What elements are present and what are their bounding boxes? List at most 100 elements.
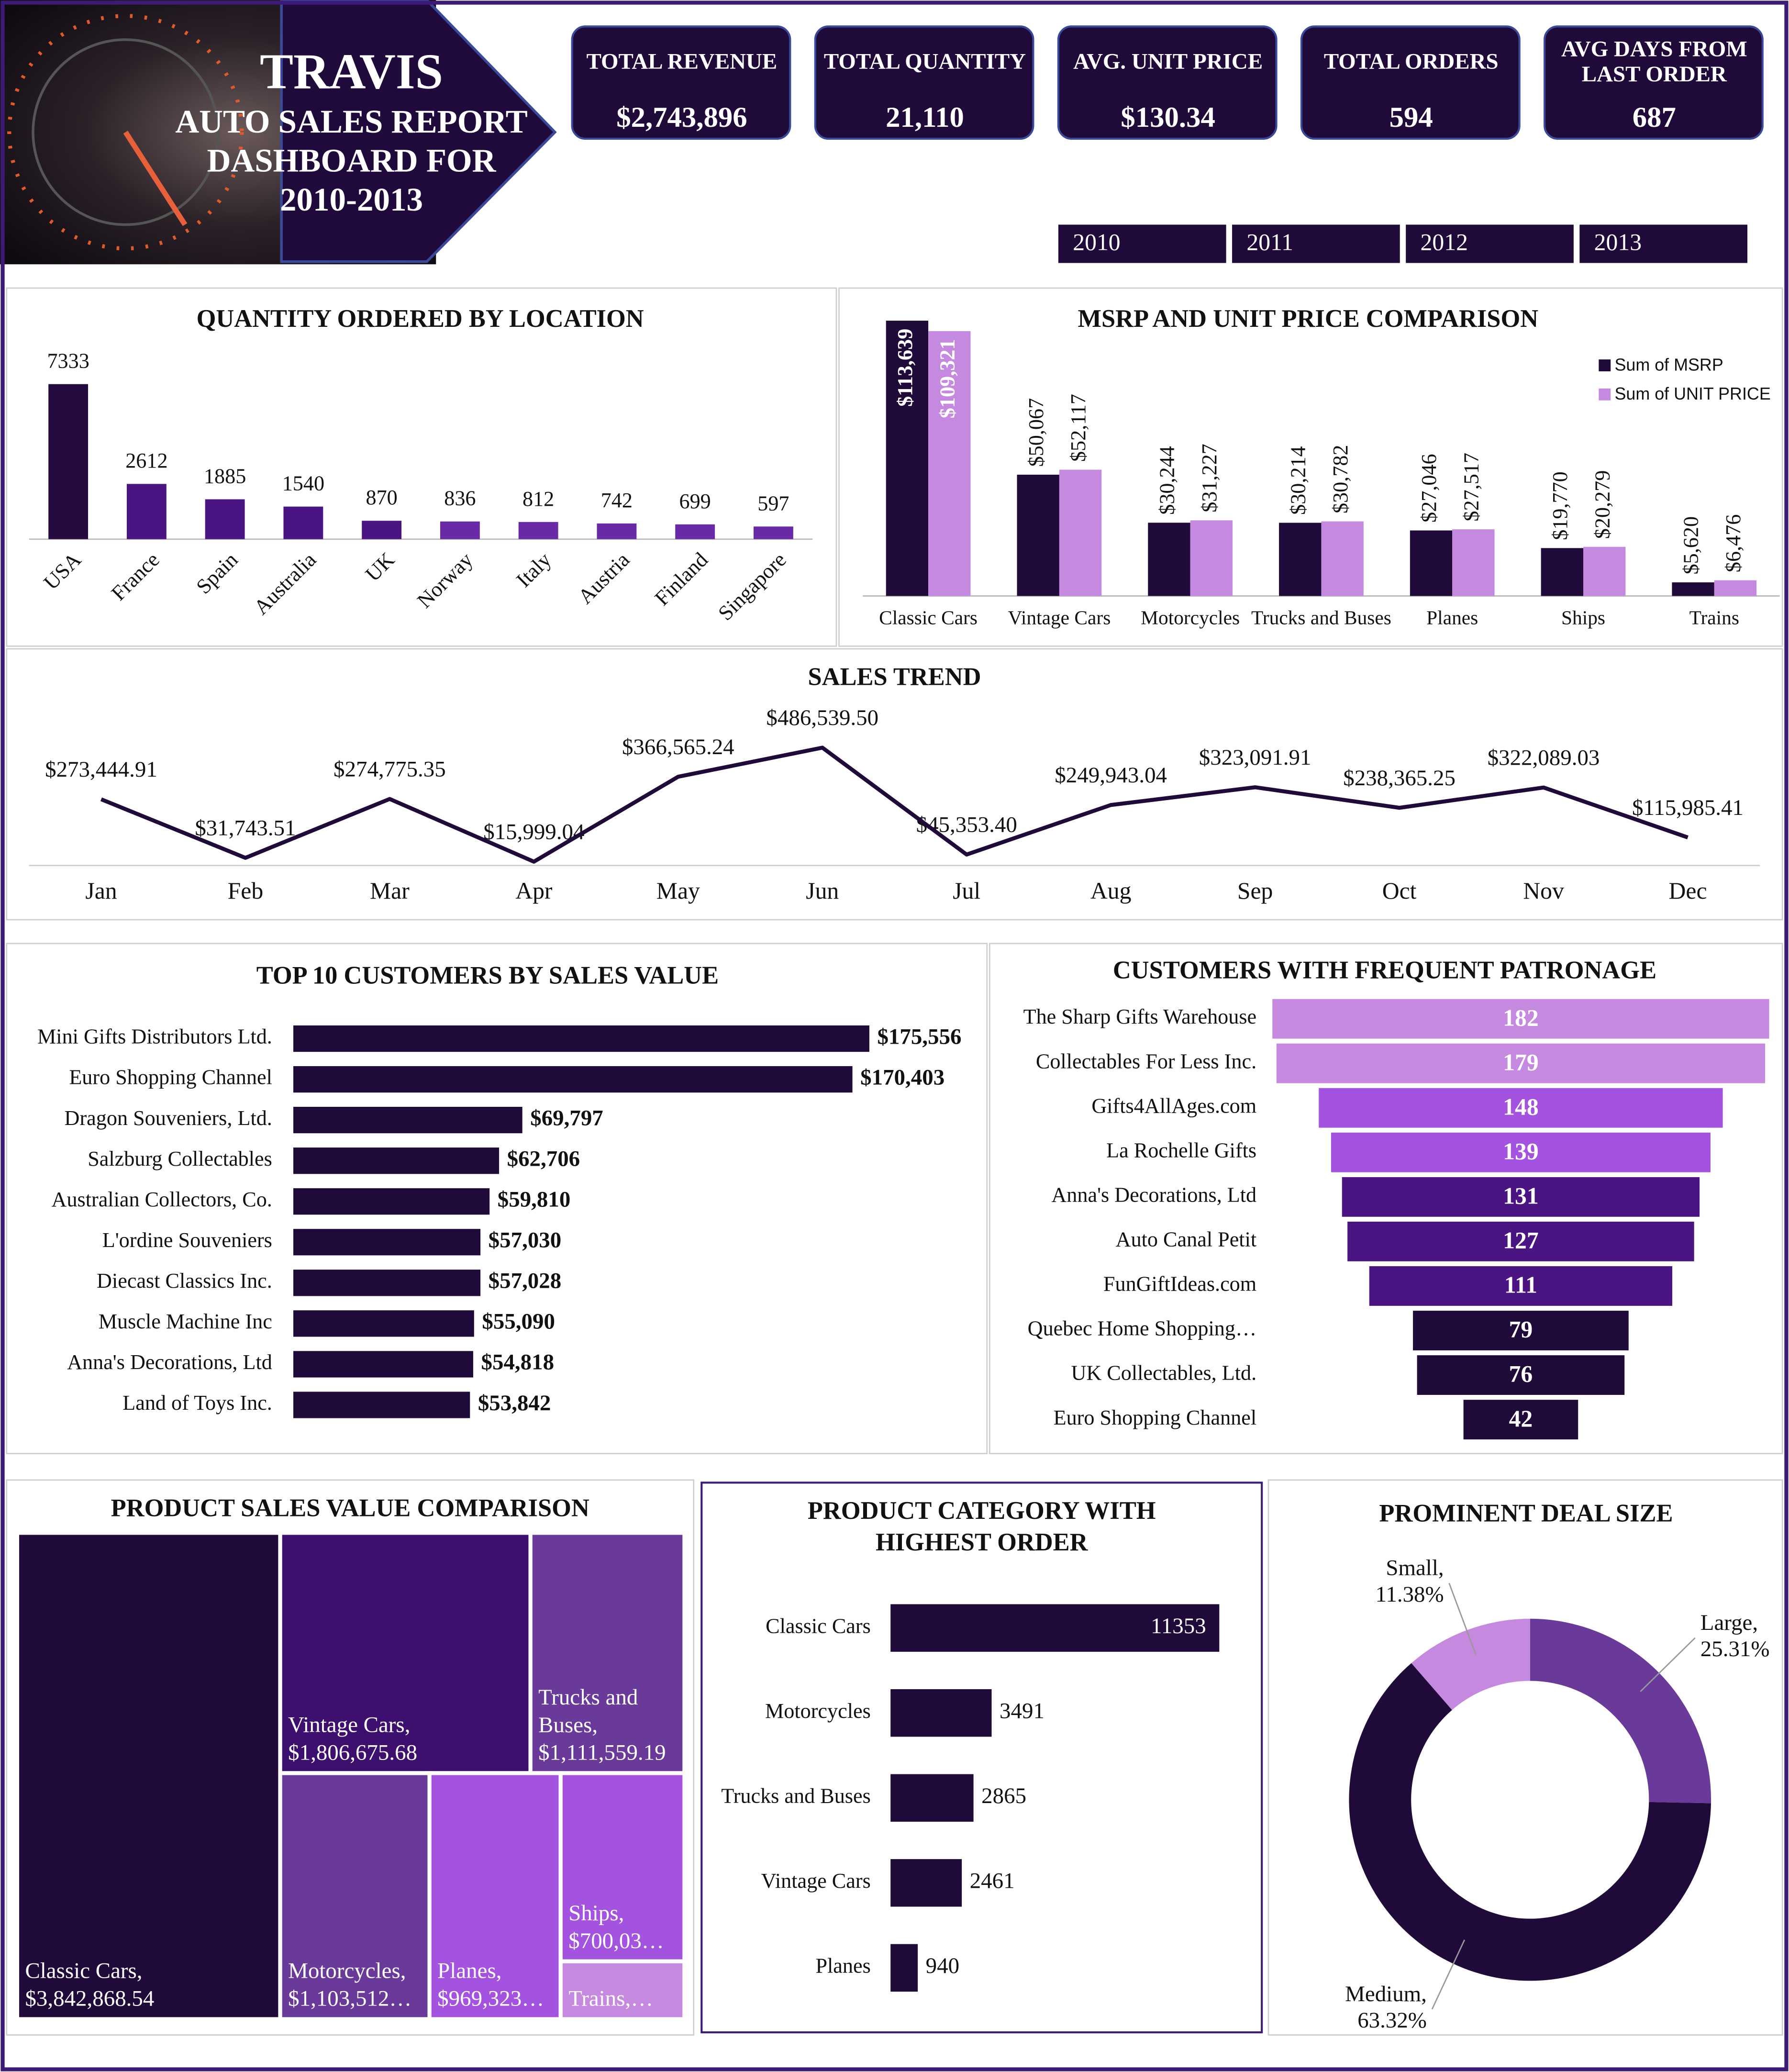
y-tick-label: Motorcycles	[765, 1699, 871, 1723]
bar	[126, 484, 167, 539]
bar	[1452, 529, 1495, 596]
data-label: 2865	[981, 1783, 1026, 1808]
category-label: Vintage Cars,	[288, 1713, 410, 1738]
text-line: Buses,	[538, 1713, 598, 1738]
y-tick-label: Vintage Cars	[761, 1869, 871, 1893]
bar	[293, 1025, 869, 1052]
data-label: $175,556	[878, 1024, 962, 1049]
panel	[700, 1482, 1263, 2034]
funnel-bar	[1463, 1400, 1578, 1440]
kpi-label: TOTAL ORDERS	[1324, 49, 1499, 74]
kpi-card	[571, 25, 791, 140]
data-label: 11.38%	[1376, 1582, 1444, 1607]
leader-line	[1448, 1582, 1477, 1655]
bar	[597, 523, 637, 539]
y-tick-label: UK Collectables, Ltd.	[1071, 1361, 1256, 1385]
data-label: $969,323…	[437, 1986, 544, 2011]
x-tick-label: Dec	[1669, 878, 1707, 904]
x-tick-label: Classic Cars	[879, 607, 978, 629]
bar	[205, 499, 245, 539]
data-label: 131	[1503, 1183, 1539, 1209]
x-tick-label: Feb	[228, 878, 264, 904]
data-label: $50,067	[1024, 398, 1048, 467]
data-label: $31,227	[1198, 444, 1221, 512]
treemap-cell	[427, 1771, 563, 2021]
data-label: 79	[1509, 1316, 1533, 1343]
data-label: $1,103,512…	[288, 1986, 411, 2011]
category-label: Classic Cars,	[25, 1959, 142, 1983]
x-tick-label: Motorcycles	[1141, 607, 1240, 629]
chart-title: PROMINENT DEAL SIZE	[1379, 1499, 1673, 1527]
kpi-card	[1544, 25, 1764, 140]
bar	[48, 384, 89, 539]
data-label: $31,743.51	[195, 815, 296, 840]
bar	[890, 1859, 962, 1907]
slicer-button[interactable]	[1232, 224, 1400, 263]
bar	[1672, 582, 1714, 596]
data-label: $30,244	[1156, 446, 1179, 515]
text-line: Trucks and	[538, 1685, 638, 1710]
treemap-cell	[528, 1531, 687, 1775]
category-label: Ships,	[568, 1901, 624, 1926]
data-label: $115,985.41	[1632, 795, 1744, 820]
slicer-button[interactable]	[1406, 224, 1574, 263]
chart-title: TOP 10 CUSTOMERS BY SALES VALUE	[256, 962, 719, 990]
kpi-label: TOTAL REVENUE	[587, 49, 778, 74]
bar	[293, 1229, 481, 1256]
data-label: $273,444.91	[45, 757, 157, 782]
gauge-decor	[7, 14, 244, 251]
funnel-bar	[1276, 1043, 1766, 1083]
bar	[890, 1604, 1220, 1652]
y-tick-label: L'ordine Souveniers	[102, 1228, 272, 1252]
data-label: 940	[926, 1953, 959, 1978]
bar	[1714, 580, 1757, 596]
y-tick-label: Anna's Decorations, Ltd	[67, 1350, 272, 1374]
slicer-button[interactable]	[1058, 224, 1226, 263]
data-label: $20,279	[1590, 470, 1614, 539]
data-label: $6,476	[1722, 514, 1745, 572]
bar	[293, 1107, 522, 1134]
kpi-card	[1057, 25, 1278, 140]
funnel-bar	[1331, 1132, 1711, 1172]
panel	[6, 943, 988, 1454]
data-label: 127	[1503, 1227, 1539, 1254]
category-label: Motorcycles,	[288, 1959, 406, 1983]
data-label: 699	[679, 490, 711, 513]
funnel-bar	[1347, 1221, 1694, 1261]
text-line: 2010-2013	[280, 181, 423, 218]
header-title: TRAVIS	[260, 43, 443, 99]
data-label: 11353	[1151, 1614, 1206, 1638]
legend-swatch	[1599, 388, 1611, 401]
y-tick-label: Planes	[815, 1954, 870, 1978]
bar	[1410, 530, 1453, 596]
x-tick-label: Sep	[1237, 878, 1273, 904]
y-tick-label: Diecast Classics Inc.	[97, 1269, 272, 1292]
kpi-value: 21,110	[886, 101, 964, 134]
data-label: $30,214	[1286, 446, 1310, 515]
treemap-cell	[558, 1959, 687, 2021]
bar	[890, 1774, 974, 1822]
chart-title: CUSTOMERS WITH FREQUENT PATRONAGE	[1113, 956, 1656, 984]
y-tick-label: FunGiftIdeas.com	[1103, 1272, 1256, 1296]
donut-slice	[1530, 1618, 1711, 1804]
slicer-button[interactable]	[1579, 224, 1748, 263]
bar	[293, 1351, 473, 1378]
x-tick-label: Mar	[370, 878, 410, 904]
funnel-bar	[1369, 1266, 1673, 1306]
text-line: PRODUCT CATEGORY WITH	[808, 1497, 1156, 1525]
data-label: 63.32%	[1357, 2008, 1427, 2033]
data-label: $55,090	[482, 1309, 555, 1334]
panel	[6, 1479, 695, 2036]
data-label: $5,620	[1679, 516, 1703, 574]
data-label: 42	[1509, 1405, 1533, 1432]
x-tick-label: Jun	[806, 878, 839, 904]
x-tick-label: Oct	[1382, 878, 1417, 904]
y-tick-label: Auto Canal Petit	[1116, 1228, 1257, 1251]
x-tick-label: Nov	[1523, 878, 1564, 904]
text-line: AVG DAYS FROM	[1561, 36, 1747, 61]
x-tick-label: Trucks and Buses	[1251, 607, 1391, 629]
treemap-cell	[558, 1771, 687, 1963]
text-line: LAST ORDER	[1582, 62, 1727, 87]
x-tick-label: Ships	[1561, 607, 1605, 629]
funnel-bar	[1342, 1177, 1700, 1217]
